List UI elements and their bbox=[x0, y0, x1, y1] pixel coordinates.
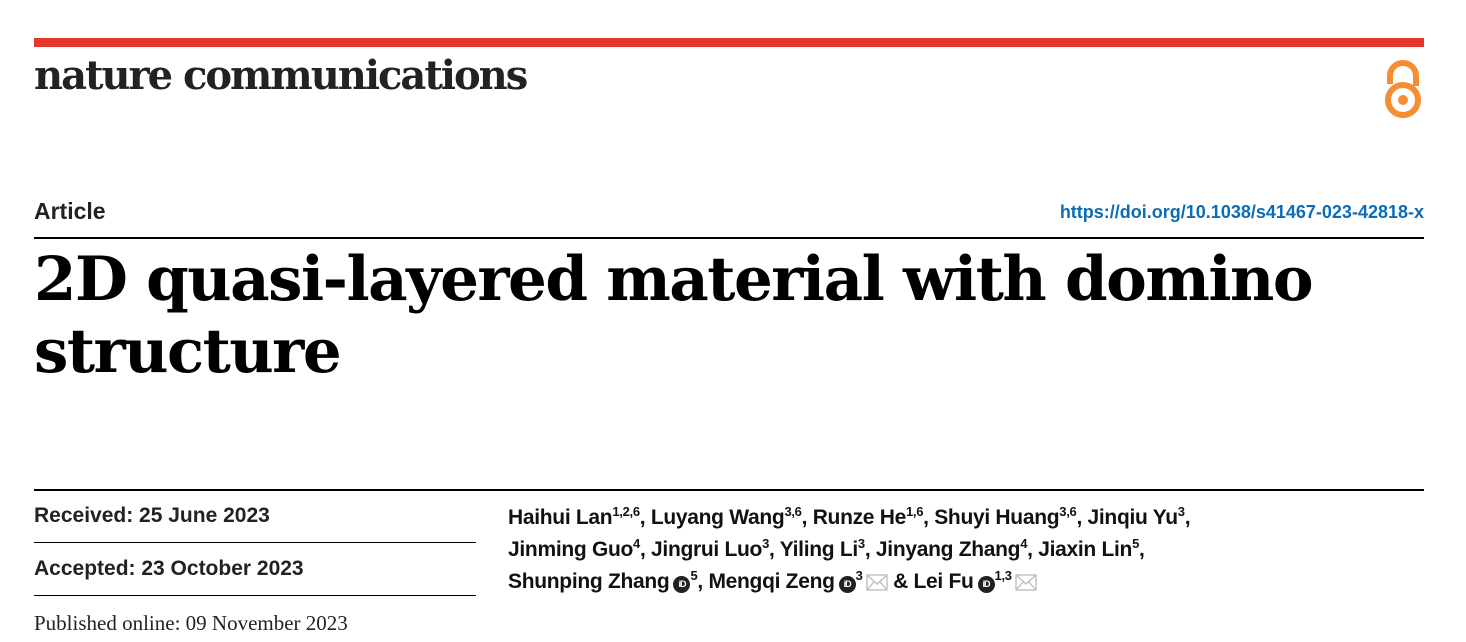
author-separator: & bbox=[887, 570, 914, 593]
author-separator: , bbox=[801, 506, 813, 529]
author-name[interactable]: Lei Fu bbox=[913, 570, 974, 593]
author-name[interactable]: Luyang Wang bbox=[650, 506, 785, 529]
journal-brand-bar bbox=[34, 38, 1424, 47]
author-name[interactable]: Jingrui Luo bbox=[651, 538, 763, 561]
author-separator: , bbox=[1076, 506, 1088, 529]
author-name[interactable]: Runze He bbox=[812, 506, 907, 529]
author-name[interactable]: Shunping Zhang bbox=[508, 570, 670, 593]
author-affiliation: 1,6 bbox=[905, 504, 924, 519]
author-name[interactable]: Haihui Lan bbox=[508, 506, 613, 529]
author-separator: , bbox=[1184, 506, 1191, 529]
author: Yiling Li3 bbox=[779, 536, 865, 561]
author-affiliation: 3 bbox=[1177, 504, 1185, 519]
author-name[interactable]: Jiaxin Lin bbox=[1038, 538, 1133, 561]
author-affiliation: 3,6 bbox=[1059, 504, 1077, 519]
author-name[interactable]: Yiling Li bbox=[779, 538, 858, 561]
author-affiliation: 5 bbox=[1132, 536, 1140, 551]
author: Jinyang Zhang4 bbox=[875, 536, 1028, 561]
author: Haihui Lan1,2,6 bbox=[508, 504, 640, 529]
author: Jingrui Luo3 bbox=[651, 536, 770, 561]
received-date: Received: 25 June 2023 bbox=[34, 504, 270, 527]
author-affiliation: 5 bbox=[690, 568, 698, 583]
author-affiliation: 3,6 bbox=[784, 504, 802, 519]
author-affiliation: 3 bbox=[857, 536, 865, 551]
author-separator: , bbox=[923, 506, 935, 529]
divider bbox=[34, 595, 476, 596]
author: Jiaxin Lin5 bbox=[1038, 536, 1140, 561]
author: Runze He1,6 bbox=[812, 504, 924, 529]
author-name[interactable]: Jinqiu Yu bbox=[1087, 506, 1179, 529]
orcid-icon[interactable]: iD bbox=[838, 576, 856, 593]
author-name[interactable]: Jinyang Zhang bbox=[875, 538, 1021, 561]
orcid-icon[interactable]: iD bbox=[977, 576, 995, 593]
author: Lei Fu iD1,3 bbox=[913, 568, 1037, 593]
accepted-date: Accepted: 23 October 2023 bbox=[34, 557, 304, 580]
orcid-icon[interactable]: iD bbox=[673, 576, 691, 593]
author-affiliation: 3 bbox=[762, 536, 770, 551]
author-affiliation: 1,3 bbox=[994, 568, 1012, 583]
author-name[interactable]: Mengqi Zeng bbox=[708, 570, 835, 593]
author-separator: , bbox=[1139, 538, 1145, 561]
article-type: Article bbox=[34, 198, 106, 224]
author: Shunping Zhang iD5 bbox=[508, 568, 698, 593]
author-separator: , bbox=[864, 538, 876, 561]
author: Mengqi Zeng iD3 bbox=[708, 568, 888, 593]
author-separator: , bbox=[769, 538, 780, 561]
email-icon[interactable] bbox=[1015, 569, 1037, 601]
author: Jinqiu Yu3 bbox=[1087, 504, 1186, 529]
author: Luyang Wang3,6 bbox=[650, 504, 802, 529]
author-separator: , bbox=[639, 506, 651, 529]
author-name[interactable]: Jinming Guo bbox=[508, 538, 634, 561]
author-name[interactable]: Shuyi Huang bbox=[934, 506, 1060, 529]
published-date: Published online: 09 November 2023 bbox=[34, 611, 348, 635]
divider bbox=[34, 489, 1424, 491]
divider bbox=[34, 542, 476, 543]
author-affiliation: 4 bbox=[633, 536, 640, 551]
author-affiliation: 1,2,6 bbox=[612, 504, 640, 519]
author-separator: , bbox=[697, 570, 709, 593]
author-affiliation: 4 bbox=[1020, 536, 1028, 551]
open-access-lock-icon bbox=[1385, 60, 1421, 118]
author-separator: , bbox=[1027, 538, 1039, 561]
author: Jinming Guo4 bbox=[508, 536, 640, 561]
article-title: 2D quasi-layered material with domino st… bbox=[34, 244, 1314, 387]
journal-logo[interactable]: nature communications bbox=[34, 52, 528, 99]
author-separator: , bbox=[639, 538, 652, 561]
author-affiliation: 3 bbox=[855, 568, 863, 583]
doi-link[interactable]: https://doi.org/10.1038/s41467-023-42818… bbox=[1059, 202, 1424, 222]
author-list: Haihui Lan1,2,6, Luyang Wang3,6, Runze H… bbox=[508, 502, 1408, 601]
divider bbox=[34, 237, 1424, 239]
email-icon[interactable] bbox=[865, 569, 888, 601]
author: Shuyi Huang3,6 bbox=[934, 504, 1077, 529]
